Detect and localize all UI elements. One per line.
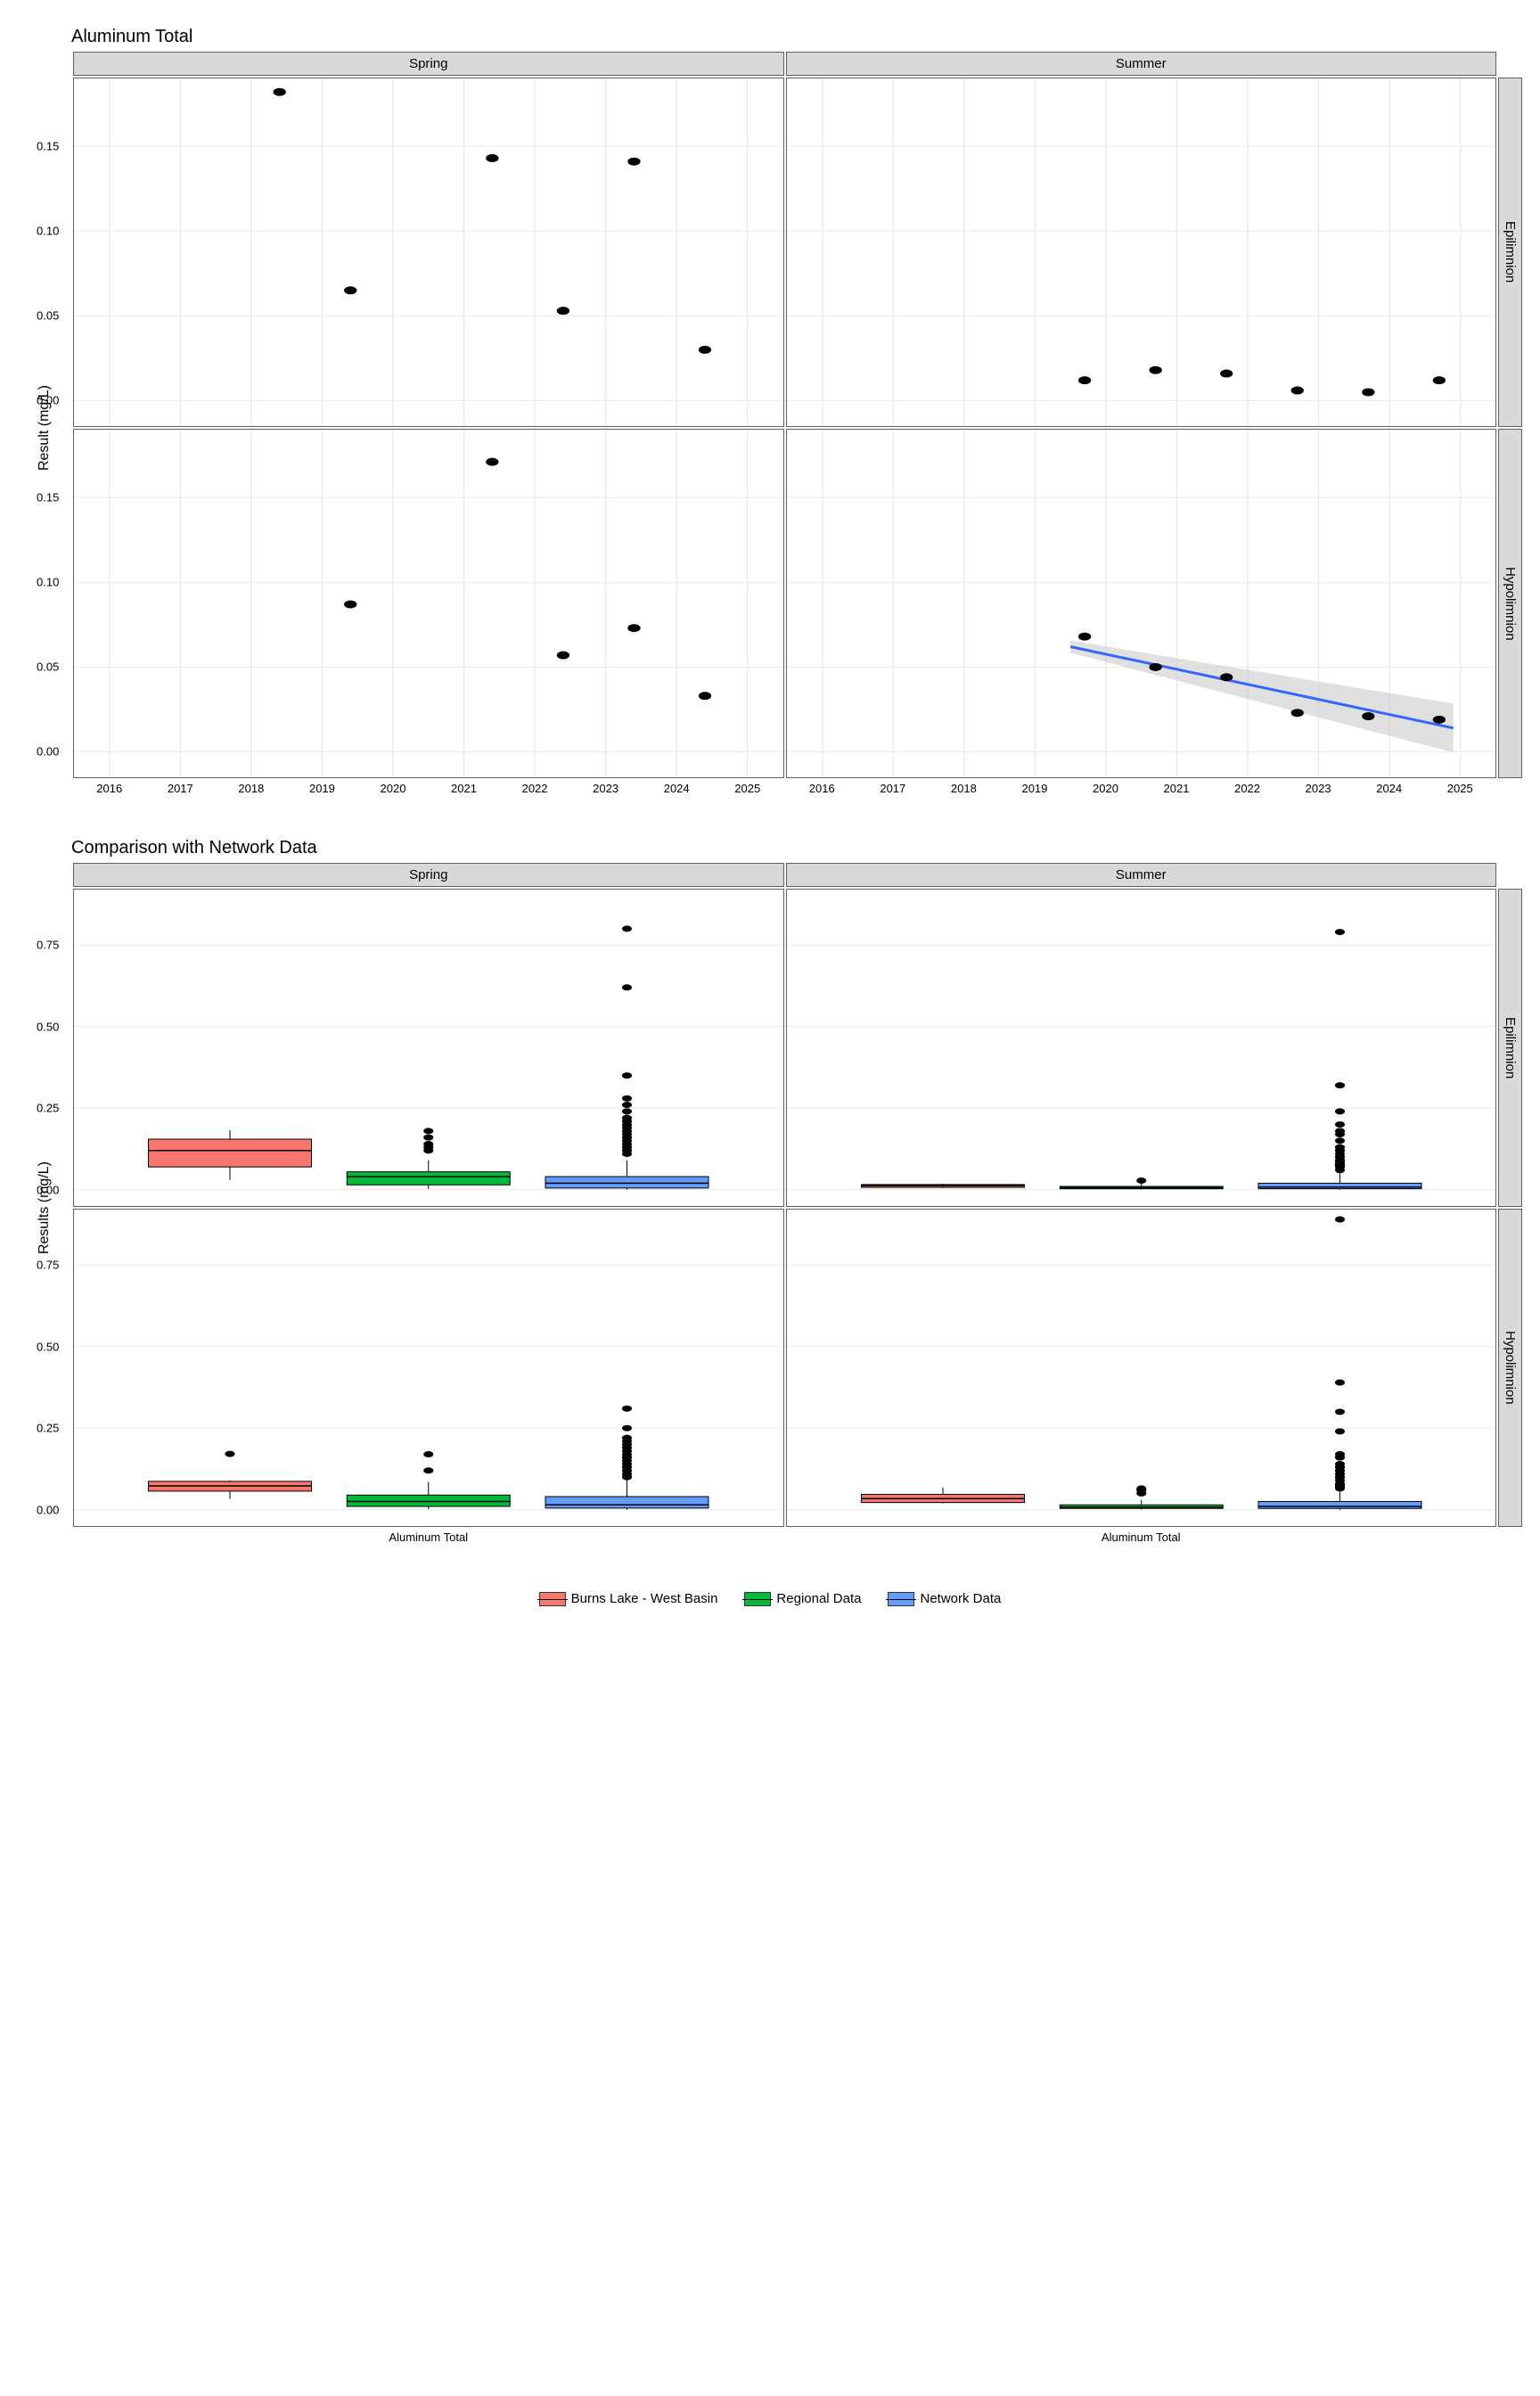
- x-tick-label: 2016: [809, 782, 835, 795]
- chart2-title: Comparison with Network Data: [71, 838, 1522, 858]
- x-tick-label: 2019: [309, 782, 335, 795]
- row-strip-hypo-2: Hypolimnion: [1498, 1209, 1522, 1527]
- row-strip-hypo: Hypolimnion: [1498, 429, 1522, 778]
- legend-label: Burns Lake - West Basin: [571, 1591, 718, 1606]
- x-tick-label: 2017: [168, 782, 193, 795]
- x-tick-label: Aluminum Total: [389, 1530, 468, 1544]
- y-tick-label: 0.50: [37, 1020, 59, 1033]
- x-tick-label: 2019: [1021, 782, 1047, 795]
- x-tick-label: 2016: [96, 782, 122, 795]
- x-tick-label: 2023: [593, 782, 618, 795]
- col-strip-spring: Spring: [73, 52, 784, 76]
- row-strip-epi-2: Epilimnion: [1498, 889, 1522, 1207]
- panel-spring-hypo: 0.000.050.100.15201620172018201920202021…: [73, 429, 784, 778]
- x-tick-label: 2018: [238, 782, 264, 795]
- y-tick-label: 0.15: [37, 140, 59, 153]
- x-tick-label: 2023: [1306, 782, 1331, 795]
- panel-summer-epi: [786, 78, 1497, 427]
- chart1-title: Aluminum Total: [71, 27, 1522, 47]
- panel2-summer-hypo: Aluminum Total: [786, 1209, 1497, 1527]
- y-tick-label: 0.05: [37, 309, 59, 323]
- y-tick-label: 0.75: [37, 939, 59, 952]
- chart1-x-axis: [73, 780, 1496, 807]
- y-tick-label: 0.00: [37, 394, 59, 407]
- legend-item: Regional Data: [744, 1591, 861, 1606]
- panel-spring-epi: 0.000.050.100.15: [73, 78, 784, 427]
- y-tick-label: 0.00: [37, 1183, 59, 1196]
- chart2-grid: Spring Summer Results (mg/L) 0.000.250.5…: [18, 863, 1522, 1555]
- x-tick-label: 2021: [451, 782, 477, 795]
- y-tick-label: 0.15: [37, 491, 59, 505]
- y-tick-label: 0.75: [37, 1259, 59, 1272]
- panel2-spring-hypo: 0.000.250.500.75Aluminum Total: [73, 1209, 784, 1527]
- y-tick-label: 0.05: [37, 661, 59, 674]
- y-tick-label: 0.00: [37, 745, 59, 759]
- y-tick-label: 0.25: [37, 1102, 59, 1115]
- x-tick-label: Aluminum Total: [1102, 1530, 1181, 1544]
- y-tick-label: 0.25: [37, 1422, 59, 1435]
- col-strip-summer: Summer: [786, 52, 1497, 76]
- x-tick-label: 2024: [664, 782, 690, 795]
- x-tick-label: 2020: [381, 782, 406, 795]
- x-tick-label: 2025: [734, 782, 760, 795]
- legend-label: Network Data: [920, 1591, 1001, 1606]
- col-strip-spring-2: Spring: [73, 863, 784, 887]
- scatter-facet-chart: Aluminum Total Spring Summer Result (mg/…: [18, 27, 1522, 807]
- legend-item: Burns Lake - West Basin: [539, 1591, 718, 1606]
- boxplot-facet-chart: Comparison with Network Data Spring Summ…: [18, 838, 1522, 1555]
- legend-item: Network Data: [888, 1591, 1001, 1606]
- chart1-grid: Spring Summer Result (mg/L) 0.000.050.10…: [18, 52, 1522, 807]
- y-tick-label: 0.10: [37, 576, 59, 589]
- legend-swatch: [539, 1592, 566, 1606]
- x-tick-label: 2020: [1093, 782, 1118, 795]
- panel-summer-hypo: 2016201720182019202020212022202320242025: [786, 429, 1497, 778]
- row-strip-epi: Epilimnion: [1498, 78, 1522, 427]
- x-tick-label: 2024: [1376, 782, 1402, 795]
- panel2-summer-epi: [786, 889, 1497, 1207]
- chart2-x-axis: [73, 1529, 1496, 1555]
- x-tick-label: 2022: [522, 782, 548, 795]
- x-tick-label: 2021: [1164, 782, 1190, 795]
- y-tick-label: 0.50: [37, 1340, 59, 1353]
- x-tick-label: 2025: [1447, 782, 1473, 795]
- y-tick-label: 0.10: [37, 225, 59, 238]
- legend-label: Regional Data: [776, 1591, 861, 1606]
- y-tick-label: 0.00: [37, 1503, 59, 1516]
- col-strip-summer-2: Summer: [786, 863, 1497, 887]
- chart2-y-label: Results (mg/L): [37, 1161, 53, 1254]
- legend: Burns Lake - West Basin Regional Data Netw…: [18, 1591, 1522, 1606]
- legend-swatch: [888, 1592, 914, 1606]
- legend-swatch: [744, 1592, 771, 1606]
- x-tick-label: 2022: [1234, 782, 1260, 795]
- x-tick-label: 2017: [880, 782, 905, 795]
- panel2-spring-epi: 0.000.250.500.75: [73, 889, 784, 1207]
- x-tick-label: 2018: [951, 782, 977, 795]
